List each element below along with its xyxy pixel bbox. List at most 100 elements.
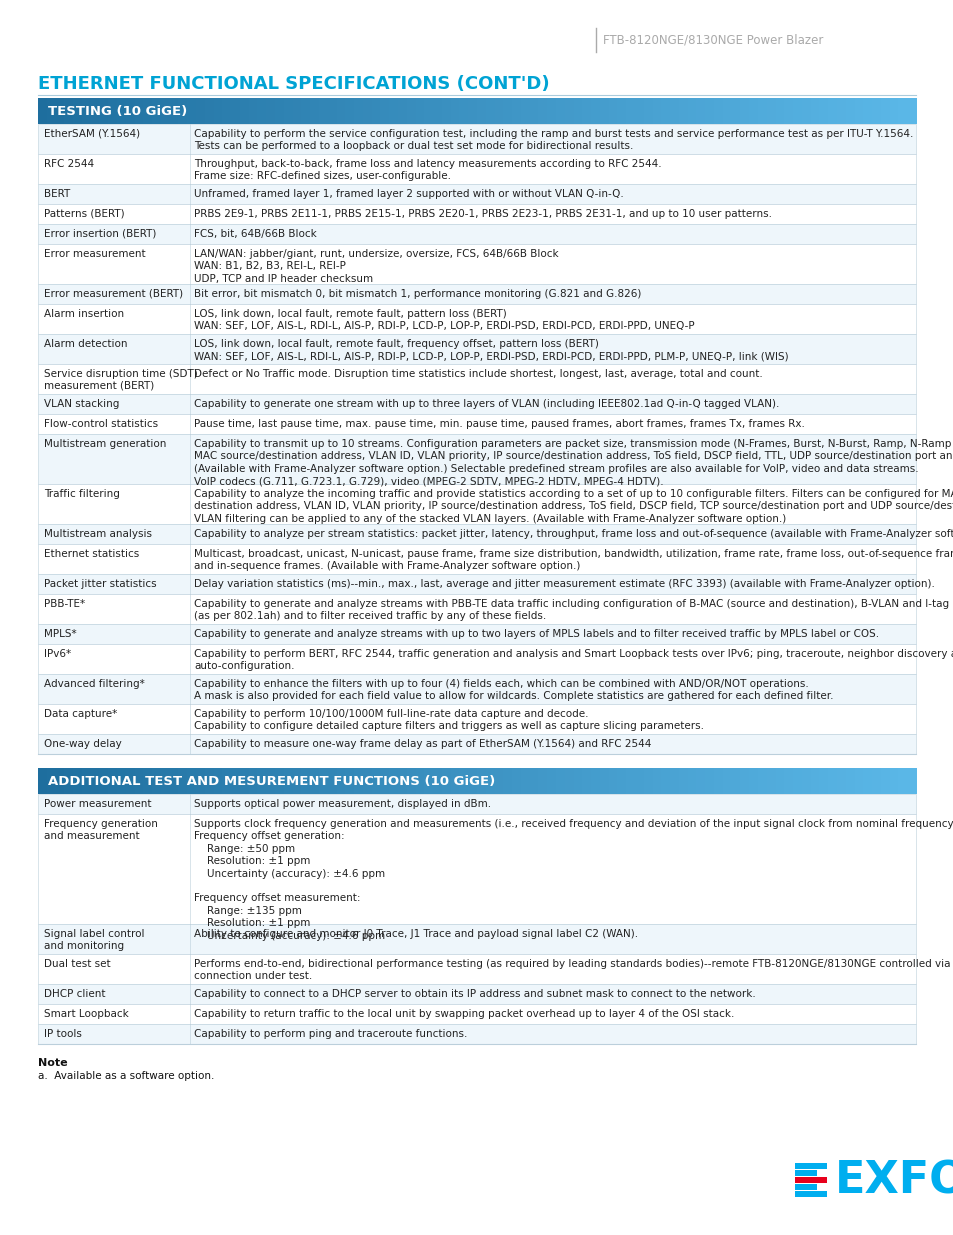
FancyBboxPatch shape [625, 768, 636, 794]
FancyBboxPatch shape [293, 768, 302, 794]
FancyBboxPatch shape [669, 98, 679, 124]
FancyBboxPatch shape [354, 98, 363, 124]
FancyBboxPatch shape [581, 98, 592, 124]
FancyBboxPatch shape [38, 543, 915, 574]
Text: Patterns (BERT): Patterns (BERT) [44, 209, 125, 219]
FancyBboxPatch shape [38, 394, 915, 414]
FancyBboxPatch shape [406, 768, 416, 794]
FancyBboxPatch shape [608, 768, 618, 794]
FancyBboxPatch shape [310, 98, 319, 124]
FancyBboxPatch shape [485, 768, 495, 794]
FancyBboxPatch shape [38, 304, 915, 333]
FancyBboxPatch shape [713, 768, 723, 794]
FancyBboxPatch shape [880, 768, 890, 794]
FancyBboxPatch shape [687, 98, 697, 124]
FancyBboxPatch shape [231, 768, 241, 794]
FancyBboxPatch shape [503, 98, 513, 124]
FancyBboxPatch shape [38, 245, 915, 284]
Text: IP tools: IP tools [44, 1029, 82, 1039]
FancyBboxPatch shape [266, 768, 275, 794]
FancyBboxPatch shape [512, 98, 521, 124]
FancyBboxPatch shape [424, 98, 434, 124]
FancyBboxPatch shape [345, 768, 355, 794]
FancyBboxPatch shape [898, 98, 907, 124]
FancyBboxPatch shape [608, 98, 618, 124]
FancyBboxPatch shape [652, 768, 661, 794]
FancyBboxPatch shape [792, 768, 802, 794]
FancyBboxPatch shape [537, 98, 548, 124]
FancyBboxPatch shape [38, 484, 915, 524]
FancyBboxPatch shape [240, 98, 250, 124]
FancyBboxPatch shape [871, 768, 881, 794]
FancyBboxPatch shape [660, 768, 671, 794]
FancyBboxPatch shape [794, 1177, 826, 1182]
Text: Advanced filtering*: Advanced filtering* [44, 679, 145, 689]
Text: Power measurement: Power measurement [44, 799, 152, 809]
FancyBboxPatch shape [108, 98, 118, 124]
FancyBboxPatch shape [143, 98, 153, 124]
FancyBboxPatch shape [599, 98, 609, 124]
Text: DHCP client: DHCP client [44, 989, 106, 999]
Text: Performs end-to-end, bidirectional performance testing (as required by leading s: Performs end-to-end, bidirectional perfo… [193, 960, 953, 982]
FancyBboxPatch shape [38, 768, 915, 794]
FancyBboxPatch shape [222, 98, 232, 124]
FancyBboxPatch shape [801, 98, 811, 124]
FancyBboxPatch shape [441, 98, 451, 124]
FancyBboxPatch shape [748, 98, 759, 124]
FancyBboxPatch shape [704, 98, 715, 124]
FancyBboxPatch shape [836, 768, 846, 794]
FancyBboxPatch shape [38, 674, 915, 704]
FancyBboxPatch shape [195, 768, 206, 794]
FancyBboxPatch shape [38, 734, 915, 755]
FancyBboxPatch shape [134, 98, 144, 124]
Text: FCS, bit, 64B/66B Block: FCS, bit, 64B/66B Block [193, 228, 316, 240]
FancyBboxPatch shape [362, 98, 373, 124]
Text: VLAN stacking: VLAN stacking [44, 399, 119, 409]
FancyBboxPatch shape [556, 98, 565, 124]
FancyBboxPatch shape [731, 768, 740, 794]
FancyBboxPatch shape [643, 768, 653, 794]
FancyBboxPatch shape [819, 98, 828, 124]
FancyBboxPatch shape [91, 98, 100, 124]
FancyBboxPatch shape [573, 768, 582, 794]
FancyBboxPatch shape [336, 768, 346, 794]
FancyBboxPatch shape [424, 768, 434, 794]
FancyBboxPatch shape [503, 768, 513, 794]
FancyBboxPatch shape [397, 768, 407, 794]
FancyBboxPatch shape [520, 98, 530, 124]
FancyBboxPatch shape [880, 98, 890, 124]
FancyBboxPatch shape [792, 98, 802, 124]
FancyBboxPatch shape [643, 98, 653, 124]
FancyBboxPatch shape [178, 768, 188, 794]
FancyBboxPatch shape [468, 98, 477, 124]
Text: Capability to generate one stream with up to three layers of VLAN (including IEE: Capability to generate one stream with u… [193, 399, 779, 409]
FancyBboxPatch shape [213, 98, 223, 124]
FancyBboxPatch shape [591, 98, 600, 124]
FancyBboxPatch shape [318, 768, 329, 794]
Text: Signal label control
and monitoring: Signal label control and monitoring [44, 929, 144, 951]
FancyBboxPatch shape [512, 768, 521, 794]
FancyBboxPatch shape [362, 768, 373, 794]
FancyBboxPatch shape [494, 768, 504, 794]
FancyBboxPatch shape [126, 768, 135, 794]
Text: Throughput, back-to-back, frame loss and latency measurements according to RFC 2: Throughput, back-to-back, frame loss and… [193, 159, 661, 182]
Text: Error measurement (BERT): Error measurement (BERT) [44, 289, 183, 299]
FancyBboxPatch shape [459, 768, 469, 794]
FancyBboxPatch shape [38, 704, 915, 734]
Text: Note: Note [38, 1058, 68, 1068]
FancyBboxPatch shape [345, 98, 355, 124]
Text: Bit error, bit mismatch 0, bit mismatch 1, performance monitoring (G.821 and G.8: Bit error, bit mismatch 0, bit mismatch … [193, 289, 640, 299]
Text: Defect or No Traffic mode. Disruption time statistics include shortest, longest,: Defect or No Traffic mode. Disruption ti… [193, 369, 762, 379]
FancyBboxPatch shape [38, 433, 915, 484]
FancyBboxPatch shape [257, 768, 267, 794]
FancyBboxPatch shape [827, 98, 837, 124]
FancyBboxPatch shape [284, 98, 294, 124]
FancyBboxPatch shape [441, 768, 451, 794]
Text: EXFO: EXFO [834, 1158, 953, 1202]
Text: Traffic filtering: Traffic filtering [44, 489, 120, 499]
FancyBboxPatch shape [99, 98, 110, 124]
FancyBboxPatch shape [143, 768, 153, 794]
Text: PRBS 2E9-1, PRBS 2E11-1, PRBS 2E15-1, PRBS 2E20-1, PRBS 2E23-1, PRBS 2E31-1, and: PRBS 2E9-1, PRBS 2E11-1, PRBS 2E15-1, PR… [193, 209, 771, 219]
FancyBboxPatch shape [38, 794, 915, 814]
Text: Capability to analyze per stream statistics: packet jitter, latency, throughput,: Capability to analyze per stream statist… [193, 529, 953, 538]
